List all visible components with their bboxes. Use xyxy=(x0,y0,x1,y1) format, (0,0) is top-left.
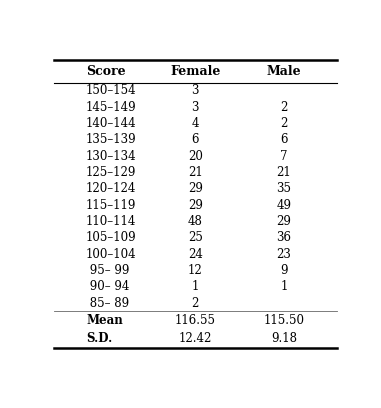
Text: 49: 49 xyxy=(276,199,291,212)
Text: 12.42: 12.42 xyxy=(179,332,212,345)
Text: 29: 29 xyxy=(188,182,203,195)
Text: 1: 1 xyxy=(280,280,288,293)
Text: 115.50: 115.50 xyxy=(263,314,304,327)
Text: 23: 23 xyxy=(276,248,291,261)
Text: 115–119: 115–119 xyxy=(86,199,136,212)
Text: 21: 21 xyxy=(188,166,203,179)
Text: 3: 3 xyxy=(192,101,199,113)
Text: 35: 35 xyxy=(276,182,291,195)
Text: 90– 94: 90– 94 xyxy=(86,280,130,293)
Text: S.D.: S.D. xyxy=(86,332,112,345)
Text: 2: 2 xyxy=(280,117,288,130)
Text: 1: 1 xyxy=(192,280,199,293)
Text: 2: 2 xyxy=(192,297,199,310)
Text: 48: 48 xyxy=(188,215,203,228)
Text: Female: Female xyxy=(170,65,221,78)
Text: 4: 4 xyxy=(192,117,199,130)
Text: 145–149: 145–149 xyxy=(86,101,137,113)
Text: 110–114: 110–114 xyxy=(86,215,136,228)
Text: 7: 7 xyxy=(280,150,288,163)
Text: 125–129: 125–129 xyxy=(86,166,136,179)
Text: 95– 99: 95– 99 xyxy=(86,264,130,277)
Text: 29: 29 xyxy=(276,215,291,228)
Text: 140–144: 140–144 xyxy=(86,117,137,130)
Text: 85– 89: 85– 89 xyxy=(86,297,129,310)
Text: 20: 20 xyxy=(188,150,203,163)
Text: 100–104: 100–104 xyxy=(86,248,137,261)
Text: 9.18: 9.18 xyxy=(271,332,297,345)
Text: 130–134: 130–134 xyxy=(86,150,137,163)
Text: 36: 36 xyxy=(276,231,291,244)
Text: Mean: Mean xyxy=(86,314,123,327)
Text: 25: 25 xyxy=(188,231,203,244)
Text: 135–139: 135–139 xyxy=(86,133,137,146)
Text: 150–154: 150–154 xyxy=(86,84,137,97)
Text: 9: 9 xyxy=(280,264,288,277)
Text: 29: 29 xyxy=(188,199,203,212)
Text: 105–109: 105–109 xyxy=(86,231,137,244)
Text: Score: Score xyxy=(86,65,126,78)
Text: Male: Male xyxy=(267,65,301,78)
Text: 24: 24 xyxy=(188,248,203,261)
Text: 21: 21 xyxy=(277,166,291,179)
Text: 6: 6 xyxy=(192,133,199,146)
Text: 120–124: 120–124 xyxy=(86,182,136,195)
Text: 12: 12 xyxy=(188,264,203,277)
Text: 3: 3 xyxy=(192,84,199,97)
Text: 6: 6 xyxy=(280,133,288,146)
Text: 116.55: 116.55 xyxy=(175,314,216,327)
Text: 2: 2 xyxy=(280,101,288,113)
